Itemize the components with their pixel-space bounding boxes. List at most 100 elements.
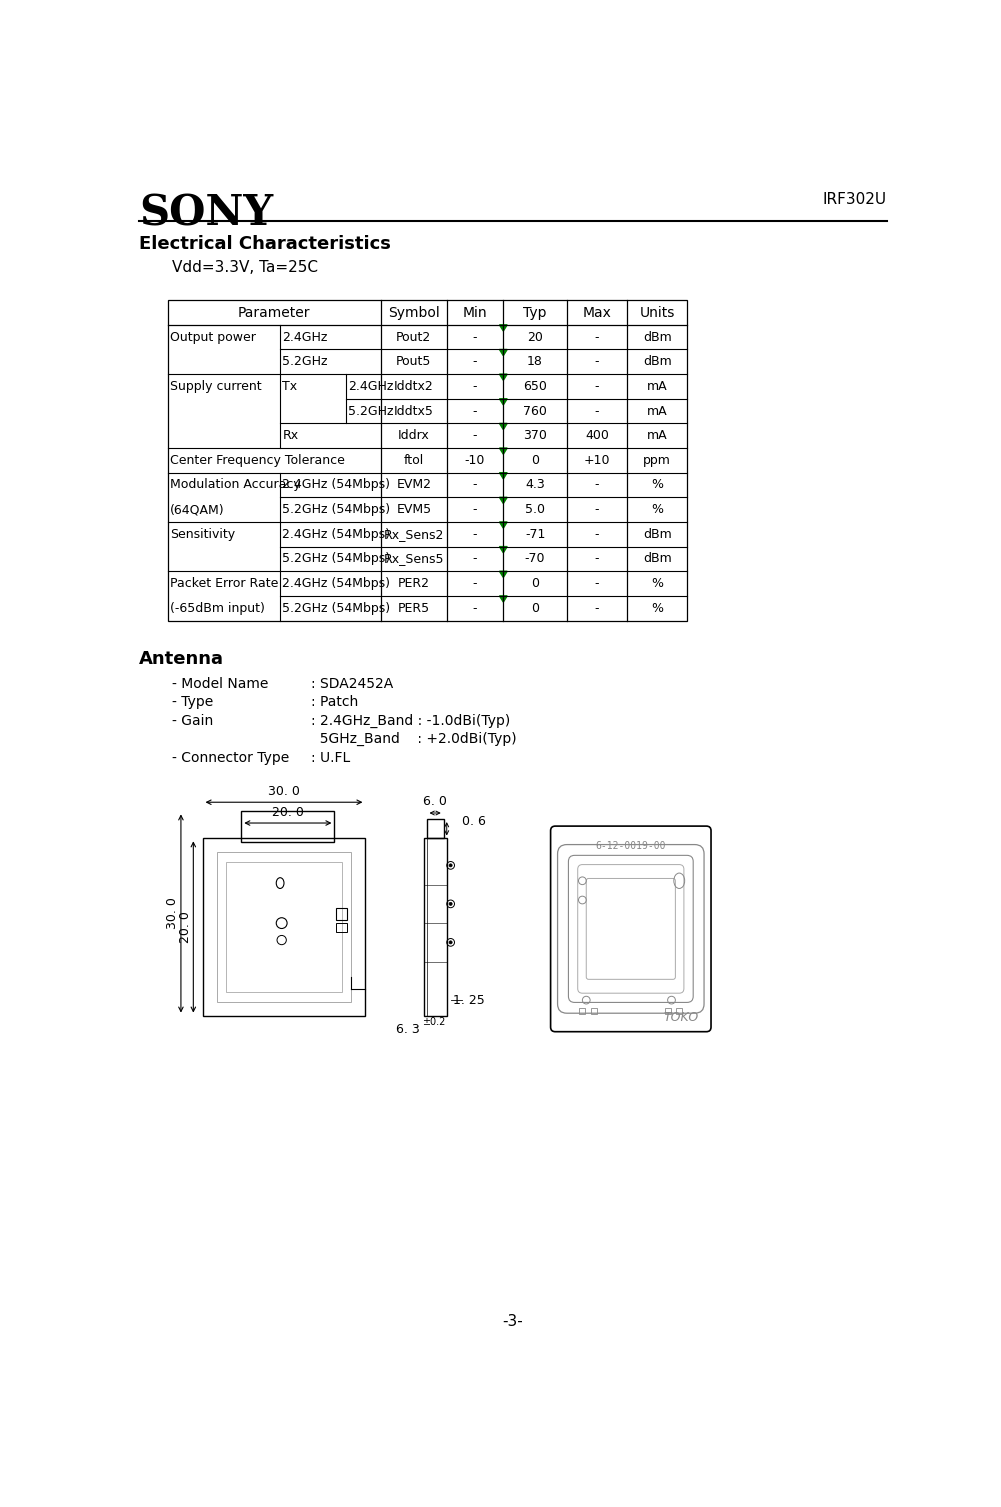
Text: Min: Min xyxy=(462,306,487,319)
Text: EVM5: EVM5 xyxy=(396,503,431,515)
Text: Tx: Tx xyxy=(282,380,297,393)
Text: IRF302U: IRF302U xyxy=(822,193,886,208)
Text: -: - xyxy=(472,553,477,565)
Text: %: % xyxy=(652,503,663,515)
Text: 0: 0 xyxy=(532,577,540,591)
Bar xyxy=(336,924,346,933)
Text: -71: -71 xyxy=(525,527,546,541)
Text: 2.4GHz (54Mbps): 2.4GHz (54Mbps) xyxy=(282,479,390,491)
Text: Parameter: Parameter xyxy=(238,306,310,319)
Text: -: - xyxy=(472,479,477,491)
Text: -: - xyxy=(595,330,600,344)
Text: 18: 18 xyxy=(528,356,543,368)
Text: 5GHz_Band    : +2.0dBi(Typ): 5GHz_Band : +2.0dBi(Typ) xyxy=(311,732,517,746)
Text: -: - xyxy=(472,527,477,541)
Text: -: - xyxy=(595,356,600,368)
Text: - Connector Type: - Connector Type xyxy=(171,750,289,764)
Text: - Model Name: - Model Name xyxy=(171,677,268,690)
Text: %: % xyxy=(652,601,663,615)
Text: EVM2: EVM2 xyxy=(396,479,431,491)
Text: dBm: dBm xyxy=(643,553,672,565)
Text: -: - xyxy=(472,429,477,442)
Circle shape xyxy=(449,903,452,906)
Text: 400: 400 xyxy=(586,429,609,442)
Bar xyxy=(336,907,346,921)
Bar xyxy=(168,300,687,621)
Text: ftol: ftol xyxy=(403,454,424,467)
Text: -: - xyxy=(595,577,600,591)
Circle shape xyxy=(449,940,452,943)
Text: 760: 760 xyxy=(524,404,547,417)
Text: Iddrx: Iddrx xyxy=(398,429,429,442)
Text: -: - xyxy=(595,404,600,417)
Text: -3-: -3- xyxy=(503,1314,523,1329)
Polygon shape xyxy=(499,547,508,553)
Text: 30. 0: 30. 0 xyxy=(268,785,300,799)
Bar xyxy=(591,1008,598,1014)
Bar xyxy=(426,820,443,838)
Text: Antenna: Antenna xyxy=(139,650,224,668)
Polygon shape xyxy=(499,521,508,527)
Polygon shape xyxy=(499,497,508,503)
Text: Electrical Characteristics: Electrical Characteristics xyxy=(139,235,391,253)
Polygon shape xyxy=(499,571,508,577)
Text: -: - xyxy=(472,503,477,515)
Text: -: - xyxy=(595,479,600,491)
Text: Supply current: Supply current xyxy=(170,380,261,393)
Polygon shape xyxy=(499,326,508,332)
Text: Typ: Typ xyxy=(524,306,547,319)
Text: 5.2GHz: 5.2GHz xyxy=(348,404,393,417)
Text: 5.2GHz (54Mbps): 5.2GHz (54Mbps) xyxy=(282,503,390,515)
Text: -10: -10 xyxy=(464,454,485,467)
Text: -: - xyxy=(472,601,477,615)
Bar xyxy=(423,838,446,1016)
Circle shape xyxy=(449,864,452,867)
Text: dBm: dBm xyxy=(643,527,672,541)
Text: 650: 650 xyxy=(524,380,547,393)
Text: mA: mA xyxy=(647,429,668,442)
Text: Sensitivity: Sensitivity xyxy=(170,527,235,541)
Text: : SDA2452A: : SDA2452A xyxy=(311,677,393,690)
Text: 2.4GHz: 2.4GHz xyxy=(282,330,327,344)
Text: 2.4GHz (54Mbps): 2.4GHz (54Mbps) xyxy=(282,527,390,541)
Text: dBm: dBm xyxy=(643,330,672,344)
Text: 370: 370 xyxy=(524,429,547,442)
Bar xyxy=(216,853,351,1002)
Text: 2.4GHz: 2.4GHz xyxy=(348,380,393,393)
Text: : 2.4GHz_Band : -1.0dBi(Typ): : 2.4GHz_Band : -1.0dBi(Typ) xyxy=(311,714,511,728)
Text: : U.FL: : U.FL xyxy=(311,750,350,764)
Text: 6. 3: 6. 3 xyxy=(395,1023,419,1035)
Text: mA: mA xyxy=(647,380,668,393)
Text: (64QAM): (64QAM) xyxy=(170,503,224,515)
Bar xyxy=(241,811,334,842)
Text: ppm: ppm xyxy=(644,454,671,467)
Polygon shape xyxy=(499,374,508,380)
Polygon shape xyxy=(499,473,508,479)
Text: PER2: PER2 xyxy=(397,577,429,591)
Text: SONY: SONY xyxy=(139,193,273,235)
Bar xyxy=(676,1008,683,1014)
Text: 6. 0: 6. 0 xyxy=(423,796,447,808)
Text: -: - xyxy=(595,527,600,541)
Text: 20. 0: 20. 0 xyxy=(179,912,192,943)
Text: 5.2GHz: 5.2GHz xyxy=(282,356,328,368)
Bar xyxy=(580,1008,586,1014)
Polygon shape xyxy=(499,423,508,429)
Bar xyxy=(202,838,365,1016)
Text: 0: 0 xyxy=(532,601,540,615)
Text: -: - xyxy=(472,404,477,417)
Text: Vdd=3.3V, Ta=25C: Vdd=3.3V, Ta=25C xyxy=(171,261,317,276)
Text: -: - xyxy=(595,503,600,515)
Text: TOKO: TOKO xyxy=(664,1011,699,1025)
Text: 20: 20 xyxy=(528,330,543,344)
Text: : Patch: : Patch xyxy=(311,695,358,710)
Text: 0. 6: 0. 6 xyxy=(462,815,486,829)
Text: - Type: - Type xyxy=(171,695,213,710)
Text: Rx: Rx xyxy=(282,429,298,442)
Text: Rx_Sens2: Rx_Sens2 xyxy=(383,527,444,541)
Text: Max: Max xyxy=(583,306,612,319)
Text: 6-12-0019-00: 6-12-0019-00 xyxy=(596,841,666,851)
Text: 5.0: 5.0 xyxy=(526,503,546,515)
Bar xyxy=(226,862,342,993)
Text: -: - xyxy=(472,380,477,393)
